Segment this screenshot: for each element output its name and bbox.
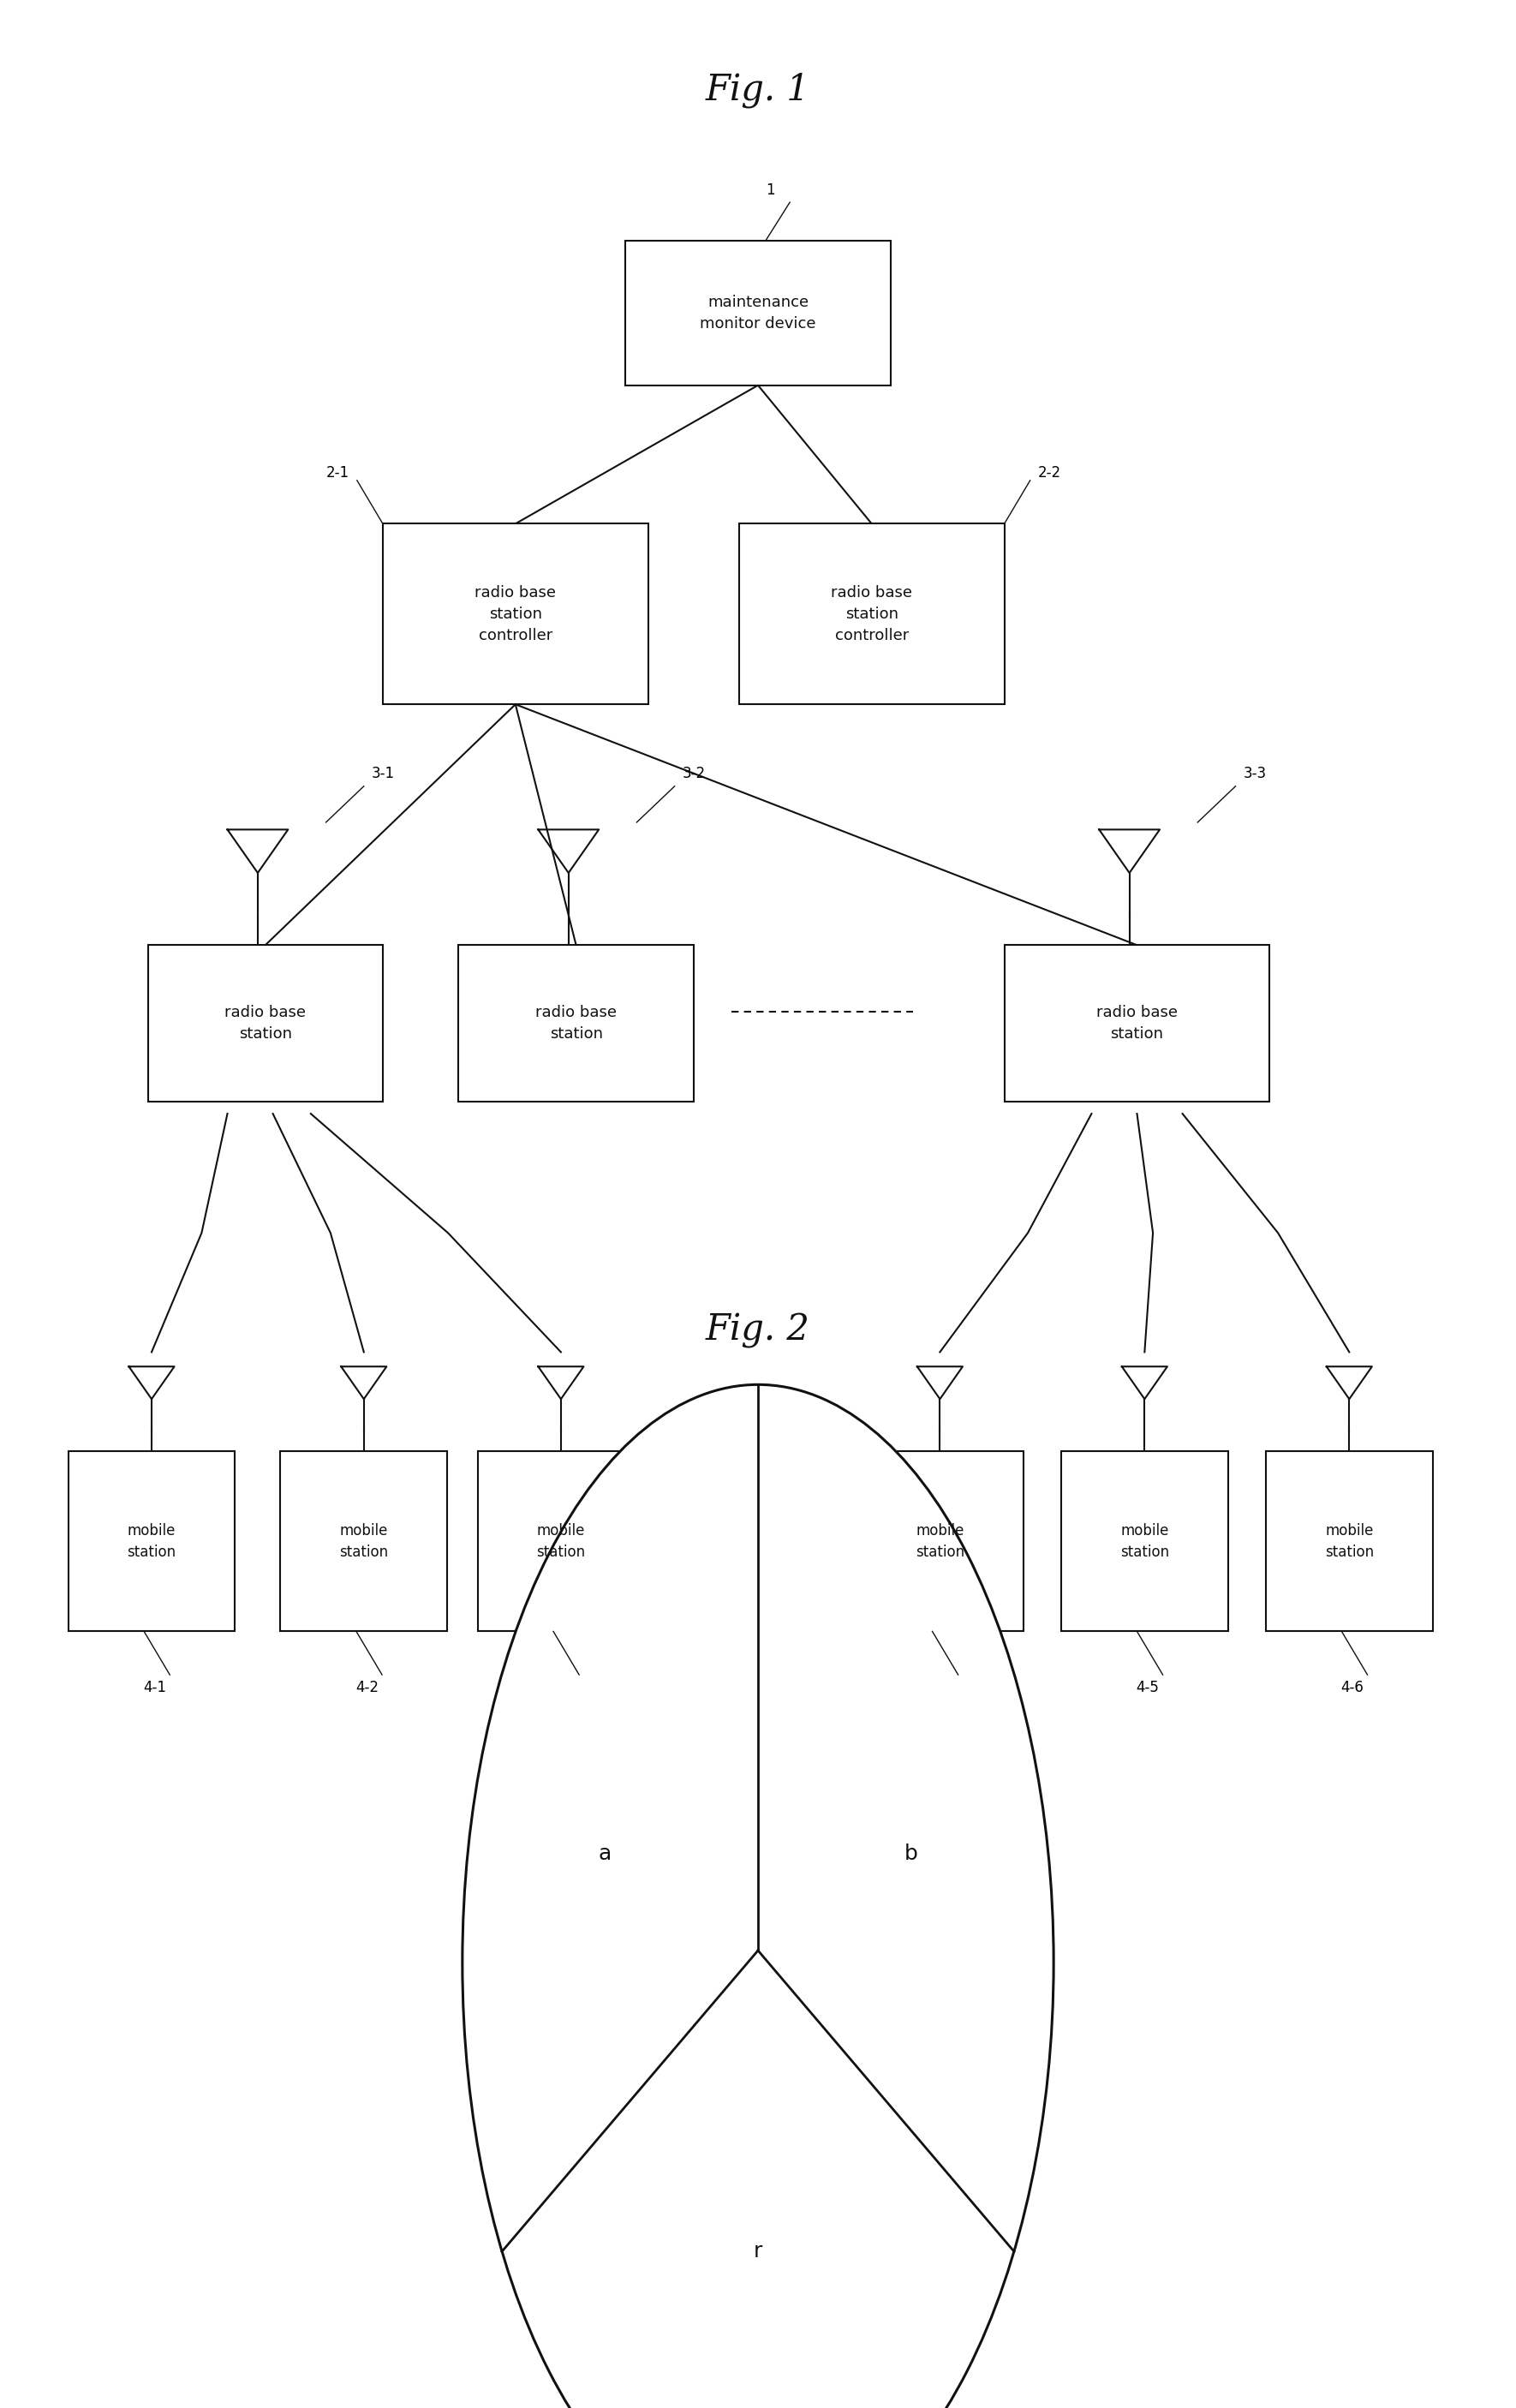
Bar — [68, 1450, 235, 1633]
Text: maintenance
monitor device: maintenance monitor device — [700, 294, 816, 332]
Text: b: b — [904, 1845, 917, 1864]
Text: radio base
station
controller: radio base station controller — [831, 585, 913, 643]
Text: 1: 1 — [766, 183, 775, 197]
Bar — [280, 1450, 447, 1633]
Text: 4-6: 4-6 — [1340, 1681, 1364, 1695]
Ellipse shape — [462, 1385, 1054, 2408]
Bar — [626, 241, 891, 385]
Text: radio base
station: radio base station — [535, 1004, 617, 1043]
Text: Fig. 2: Fig. 2 — [706, 1312, 810, 1348]
Bar — [738, 525, 1004, 703]
Text: mobile
station: mobile station — [537, 1522, 585, 1560]
Text: 4-1: 4-1 — [143, 1681, 167, 1695]
Text: mobile
station: mobile station — [1120, 1522, 1169, 1560]
Bar — [857, 1450, 1023, 1633]
Bar — [1061, 1450, 1228, 1633]
Text: 4-3: 4-3 — [552, 1681, 576, 1695]
Text: mobile
station: mobile station — [340, 1522, 388, 1560]
Text: 2-2: 2-2 — [1038, 465, 1061, 482]
Text: mobile
station: mobile station — [127, 1522, 176, 1560]
Text: 3-3: 3-3 — [1243, 766, 1266, 780]
Text: 2-1: 2-1 — [326, 465, 349, 482]
Text: radio base
station
controller: radio base station controller — [475, 585, 556, 643]
Bar — [458, 946, 694, 1103]
Text: Fig. 1: Fig. 1 — [706, 72, 810, 108]
Text: r: r — [753, 2242, 763, 2261]
Text: 3-2: 3-2 — [682, 766, 705, 780]
Text: 4-5: 4-5 — [1135, 1681, 1160, 1695]
Bar — [478, 1450, 644, 1633]
Bar — [1266, 1450, 1433, 1633]
Bar — [1004, 946, 1270, 1103]
Text: a: a — [599, 1845, 612, 1864]
Text: radio base
station: radio base station — [224, 1004, 306, 1043]
Text: mobile
station: mobile station — [1325, 1522, 1373, 1560]
Text: 4-4: 4-4 — [931, 1681, 955, 1695]
Text: 4-2: 4-2 — [355, 1681, 379, 1695]
Text: mobile
station: mobile station — [916, 1522, 964, 1560]
Text: 3-1: 3-1 — [371, 766, 394, 780]
Text: radio base
station: radio base station — [1096, 1004, 1178, 1043]
Bar — [384, 525, 649, 703]
Bar — [149, 946, 382, 1103]
